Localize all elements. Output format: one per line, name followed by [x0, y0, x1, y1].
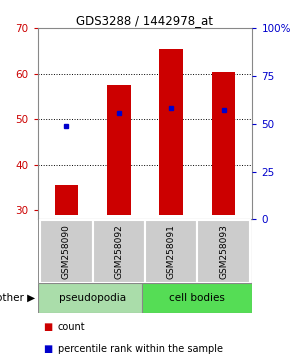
Text: GSM258090: GSM258090 — [62, 224, 71, 279]
Bar — [93, 220, 145, 282]
Text: ■: ■ — [44, 322, 53, 332]
Bar — [160, 49, 183, 215]
Bar — [38, 283, 148, 313]
Text: percentile rank within the sample: percentile rank within the sample — [58, 344, 223, 354]
Bar — [55, 185, 78, 215]
Text: pseudopodia: pseudopodia — [59, 293, 126, 303]
Text: GSM258093: GSM258093 — [219, 224, 228, 279]
Text: other ▶: other ▶ — [0, 293, 35, 303]
Text: GSM258092: GSM258092 — [114, 224, 123, 279]
Text: ■: ■ — [44, 344, 53, 354]
Bar — [145, 220, 197, 282]
Bar — [40, 220, 93, 282]
Text: count: count — [58, 322, 86, 332]
Bar — [107, 85, 130, 215]
Bar — [212, 72, 235, 215]
Text: GSM258091: GSM258091 — [167, 224, 176, 279]
Bar — [142, 283, 252, 313]
Title: GDS3288 / 1442978_at: GDS3288 / 1442978_at — [77, 14, 213, 27]
Bar — [197, 220, 250, 282]
Text: cell bodies: cell bodies — [169, 293, 225, 303]
